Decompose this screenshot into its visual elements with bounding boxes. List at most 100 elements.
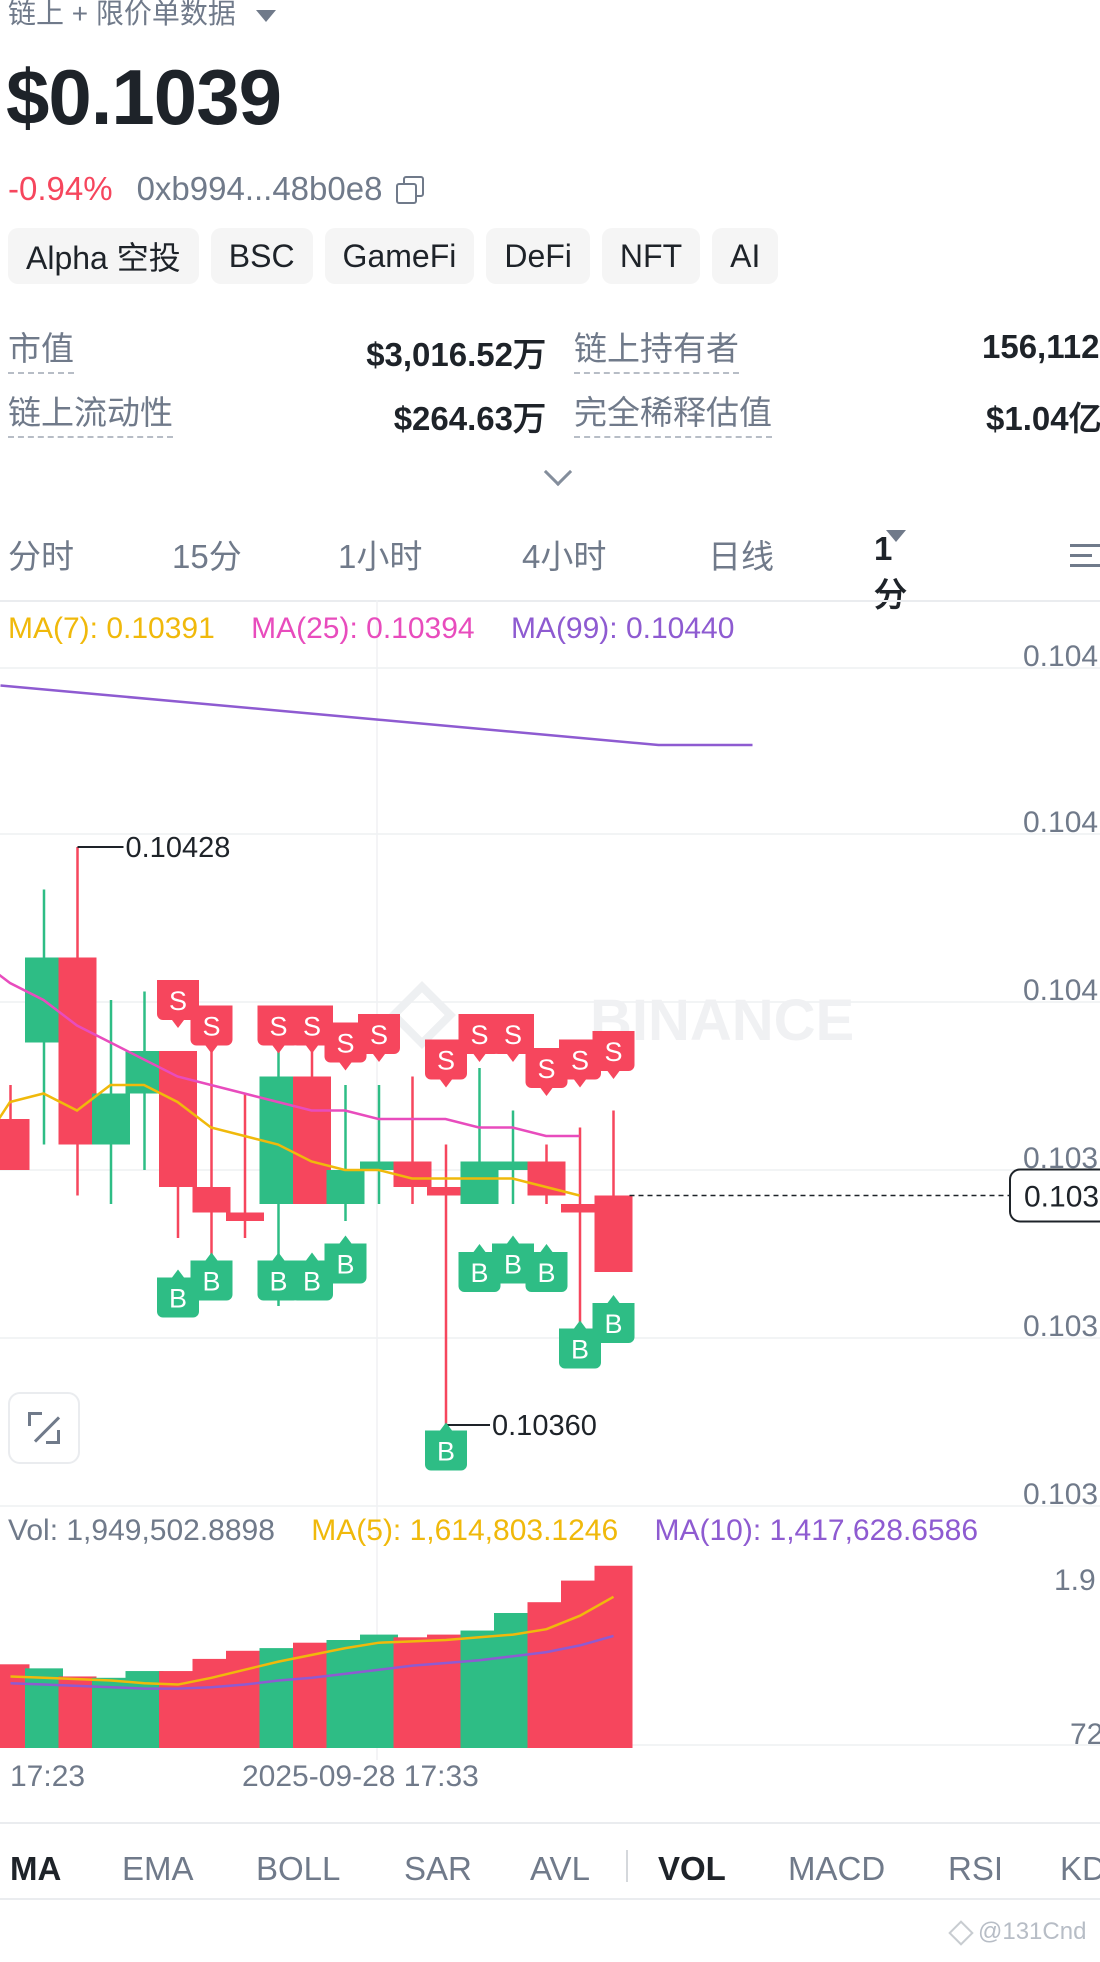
ma25-line <box>0 973 580 1138</box>
buy-marker: B <box>291 1252 333 1301</box>
buy-marker-pointer <box>574 1320 586 1329</box>
sell-marker-shape <box>492 1014 534 1054</box>
buy-marker-shape <box>425 1430 467 1471</box>
sell-marker-shape <box>324 1022 367 1063</box>
tab-ema[interactable]: EMA <box>122 1850 194 1887</box>
sell-marker-label: S <box>504 1020 522 1050</box>
tag-gamefi[interactable]: GameFi <box>324 228 475 284</box>
tab-rsi[interactable]: RSI <box>948 1850 1004 1887</box>
candle <box>125 991 164 1170</box>
tag-list: Alpha 空投 BSC GameFi DeFi NFT AI <box>8 228 779 284</box>
buy-marker-label: B <box>336 1250 354 1280</box>
sell-marker-label: S <box>470 1020 488 1050</box>
indicator-tabs: MA EMA BOLL SAR AVL VOL MACD RSI KDJ <box>0 1822 1100 1894</box>
candle <box>226 1093 264 1238</box>
buy-marker-shape <box>592 1303 635 1343</box>
buy-marker: B <box>559 1320 602 1369</box>
ma99-value: MA(99): 0.10440 <box>510 612 735 645</box>
fdv-label[interactable]: 完全稀释估值 <box>574 386 772 438</box>
copy-icon[interactable] <box>396 176 425 204</box>
sell-marker-label: S <box>604 1037 622 1067</box>
chevron-down-icon[interactable] <box>543 457 573 487</box>
buy-marker-shape <box>157 1277 199 1318</box>
binance-logo-icon <box>948 1919 974 1946</box>
sell-marker: S <box>492 1014 534 1062</box>
tab-macd[interactable]: MACD <box>788 1850 886 1887</box>
sell-marker-label: S <box>269 1012 287 1042</box>
volume-bar <box>25 1668 63 1748</box>
buy-marker: B <box>525 1244 568 1292</box>
sell-marker: S <box>592 1031 635 1079</box>
tab-kdj[interactable]: KDJ <box>1060 1850 1100 1887</box>
ma-legend: MA(7): 0.10391 MA(25): 0.10394 MA(99): 0… <box>8 612 734 646</box>
tab-time-sharing[interactable]: 分时 <box>8 538 74 575</box>
tab-vol[interactable]: VOL <box>658 1850 726 1887</box>
tab-4h[interactable]: 4小时 <box>522 538 607 575</box>
candle <box>92 1000 130 1204</box>
candle <box>159 1051 197 1238</box>
volume-bar <box>192 1658 231 1748</box>
liquidity-value: $264.63万 <box>393 400 546 437</box>
chart-settings-icon[interactable] <box>1070 540 1100 570</box>
fullscreen-button[interactable] <box>8 1392 80 1464</box>
expand-icon-corner <box>46 1430 60 1444</box>
buy-marker-pointer <box>306 1252 318 1261</box>
data-source-selector[interactable]: 链上 + 限价单数据 <box>8 0 276 32</box>
candle <box>192 1042 231 1255</box>
tab-1h[interactable]: 1小时 <box>338 538 423 575</box>
buy-marker-shape <box>257 1260 300 1301</box>
tab-daily[interactable]: 日线 <box>708 538 774 575</box>
buy-marker: B <box>190 1252 233 1301</box>
candlestick-chart[interactable]: BINANCE0.1040.1040.1040.1030.1030.1030.1… <box>0 600 1100 1760</box>
buy-marker-shape <box>559 1328 602 1369</box>
tab-avl[interactable]: AVL <box>530 1850 590 1887</box>
sell-marker: S <box>525 1048 568 1096</box>
buy-marker-shape <box>525 1252 568 1292</box>
candle-body <box>293 1076 331 1204</box>
candle-body <box>0 1119 30 1170</box>
tab-boll[interactable]: BOLL <box>256 1850 341 1887</box>
candle <box>360 1085 398 1204</box>
ma7-value: MA(7): 0.10391 <box>8 612 215 645</box>
candle-body <box>326 1170 365 1204</box>
sell-marker-shape <box>592 1031 635 1071</box>
candle <box>494 1110 532 1204</box>
sell-marker-pointer <box>607 1071 620 1079</box>
volume-value: Vol: 1,949,502.8898 <box>8 1514 275 1547</box>
tag-bsc[interactable]: BSC <box>210 228 313 284</box>
current-price-tag <box>1009 1168 1100 1223</box>
holders-label[interactable]: 链上持有者 <box>574 322 739 374</box>
candle-body <box>460 1161 499 1204</box>
sell-marker-pointer <box>540 1088 553 1096</box>
tab-15m[interactable]: 15分 <box>172 538 242 575</box>
candle-body <box>494 1161 532 1170</box>
interval-tabs: 分时 15分 1小时 4小时 日线 1分 <box>0 530 1100 613</box>
buy-marker-label: B <box>269 1267 287 1297</box>
tab-ma[interactable]: MA <box>10 1850 62 1887</box>
liquidity-label[interactable]: 链上流动性 <box>8 386 173 438</box>
buy-marker-pointer <box>473 1244 486 1252</box>
buy-marker-label: B <box>169 1284 187 1314</box>
candle-body <box>58 957 97 1145</box>
watermark-user: @131Cnd <box>978 1918 1087 1945</box>
buy-marker: B <box>324 1235 367 1284</box>
tag-defi[interactable]: DeFi <box>486 228 590 284</box>
data-source-label: 链上 + 限价单数据 <box>8 0 236 29</box>
price-axis-label: 0.104 <box>1023 640 1098 673</box>
sell-marker-shape <box>190 1005 233 1046</box>
tag-ai[interactable]: AI <box>712 228 779 284</box>
tag-nft[interactable]: NFT <box>601 228 701 284</box>
candle <box>0 1085 30 1170</box>
sell-marker-pointer <box>205 1045 218 1054</box>
candle <box>293 1042 331 1204</box>
buy-marker-pointer <box>205 1252 218 1261</box>
time-label-start: 17:23 <box>10 1760 86 1793</box>
tab-sar[interactable]: SAR <box>404 1850 472 1887</box>
buy-marker-label: B <box>604 1309 622 1339</box>
divider <box>0 1898 1100 1900</box>
vol-ma5-value: MA(5): 1,614,803.1246 <box>311 1514 619 1547</box>
candle <box>561 1127 599 1349</box>
sell-marker-pointer <box>339 1062 352 1071</box>
market-cap-label[interactable]: 市值 <box>8 322 74 374</box>
tag-alpha[interactable]: Alpha 空投 <box>8 228 199 284</box>
